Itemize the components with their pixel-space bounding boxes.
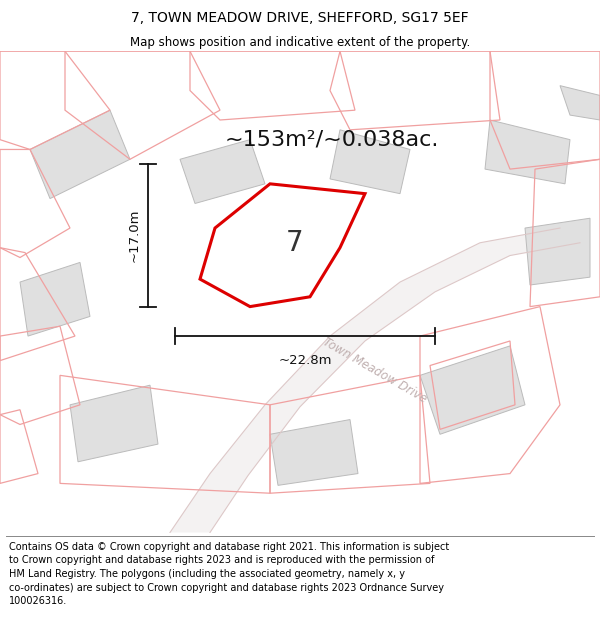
Polygon shape	[525, 218, 590, 285]
Polygon shape	[170, 228, 580, 532]
Text: Contains OS data © Crown copyright and database right 2021. This information is : Contains OS data © Crown copyright and d…	[9, 542, 449, 606]
Text: ~22.8m: ~22.8m	[278, 354, 332, 367]
Polygon shape	[20, 262, 90, 336]
Polygon shape	[70, 385, 158, 462]
Polygon shape	[420, 346, 525, 434]
Polygon shape	[30, 110, 130, 199]
Text: 7, TOWN MEADOW DRIVE, SHEFFORD, SG17 5EF: 7, TOWN MEADOW DRIVE, SHEFFORD, SG17 5EF	[131, 11, 469, 25]
Text: 7: 7	[286, 229, 304, 257]
Polygon shape	[270, 419, 358, 486]
Polygon shape	[485, 120, 570, 184]
Text: Map shows position and indicative extent of the property.: Map shows position and indicative extent…	[130, 36, 470, 49]
Text: ~153m²/~0.038ac.: ~153m²/~0.038ac.	[225, 129, 439, 149]
Polygon shape	[560, 86, 600, 120]
Polygon shape	[180, 139, 265, 204]
Text: Town Meadow Drive: Town Meadow Drive	[321, 336, 429, 406]
Text: ~17.0m: ~17.0m	[128, 209, 140, 262]
Polygon shape	[200, 184, 365, 307]
Polygon shape	[330, 130, 410, 194]
